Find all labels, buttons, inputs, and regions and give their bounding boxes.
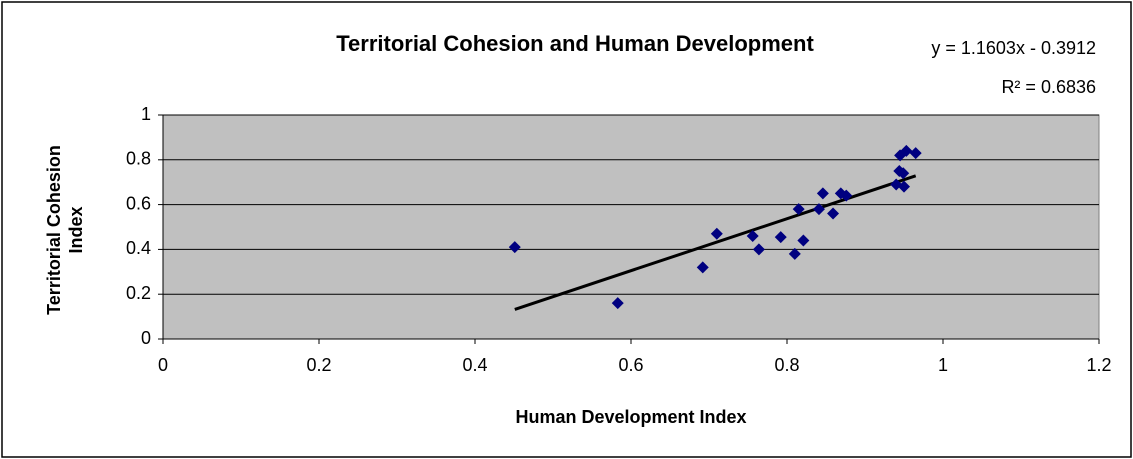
x-tick-label: 0.6 [618,355,643,375]
chart-title: Territorial Cohesion and Human Developme… [336,31,814,56]
y-axis-label: Territorial Cohesion Index [44,145,86,315]
x-tick-label: 0.4 [462,355,487,375]
point [696,261,709,274]
point [611,297,624,310]
plot-area [162,114,1100,340]
trend-equation: y = 1.1603x - 0.3912 [931,38,1096,58]
point [812,203,825,216]
x-tick-label: 1.2 [1086,355,1111,375]
point [816,187,829,200]
point [752,243,765,256]
point [746,229,759,242]
r-squared: R² = 0.6836 [1001,77,1096,97]
point [508,241,521,254]
point [774,231,787,244]
y-tick-label: 0.6 [126,193,151,213]
x-axis-label: Human Development Index [515,407,746,427]
point [710,227,723,240]
point [840,189,853,202]
y-tick-label: 0.8 [126,149,151,169]
point [909,147,922,160]
point [797,234,810,247]
point [897,167,910,180]
x-tick-label: 0.8 [774,355,799,375]
x-tick-label: 1 [938,355,948,375]
point [898,180,910,193]
y-tick-label: 0.4 [126,238,151,258]
point [900,144,913,157]
x-tick-label: 0.2 [306,355,331,375]
point [827,207,840,220]
y-tick-label: 0 [141,328,151,348]
point [792,203,805,216]
y-tick-label: 0.2 [126,283,151,303]
x-tick-label: 0 [158,355,168,375]
y-tick-label: 1 [141,104,151,124]
point [788,247,801,260]
